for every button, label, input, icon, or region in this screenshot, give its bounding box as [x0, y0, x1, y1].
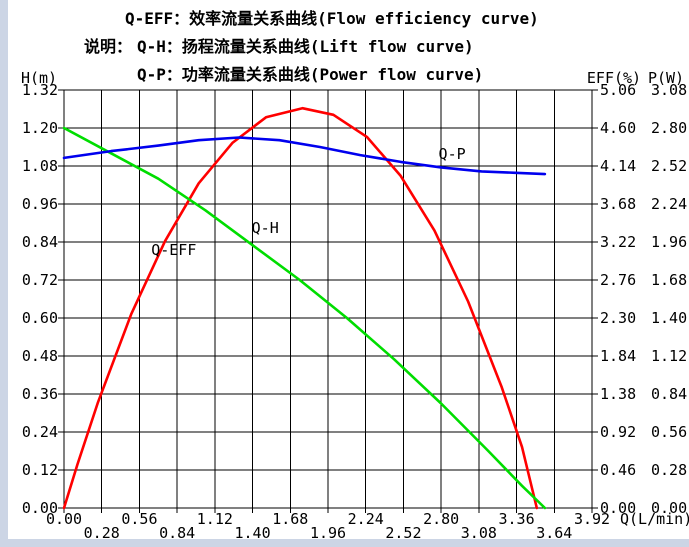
h-tick-label: 0.12: [22, 461, 58, 479]
x-tick-label: 0.28: [84, 524, 120, 542]
legend-block: 说明： Q-EFF：效率流量关系曲线(Flow efficiency curve…: [0, 0, 689, 88]
h-tick-label: 1.32: [22, 81, 58, 99]
eff-tick-label: 0.92: [600, 423, 636, 441]
p-tick-label: 3.08: [651, 81, 687, 99]
h-tick-label: 0.00: [22, 499, 58, 517]
curve-q-h: [62, 126, 547, 510]
p-tick-label: 1.40: [651, 309, 687, 327]
x-tick-label: 3.64: [536, 524, 572, 542]
h-tick-label: 0.72: [22, 271, 58, 289]
h-tick-label: 1.08: [22, 157, 58, 175]
x-axis-labels: 0.000.280.560.841.121.401.681.962.242.52…: [46, 510, 689, 542]
eff-tick-label: 0.46: [600, 461, 636, 479]
p-tick-label: 0.84: [651, 385, 687, 403]
x-tick-label: 2.24: [348, 510, 384, 528]
x-tick-label: 1.12: [197, 510, 233, 528]
curve-q-p: [62, 136, 547, 176]
p-tick-label: 2.80: [651, 119, 687, 137]
curve-label-q-h: Q-H: [252, 219, 279, 237]
y-axis-right-eff-labels: 5.06 4.60 4.14 3.68 3.22 2.76 2.30 1.84 1.38 0.92…: [587, 69, 641, 517]
plot-frame: [63, 89, 593, 509]
p-tick-label: 2.24: [651, 195, 687, 213]
x-axis-title: Q(L/min): [620, 510, 689, 528]
curve-label-q-p: Q-P: [439, 145, 466, 163]
curve-q-eff: [62, 106, 539, 510]
y-axis-right-p-title: P(W): [648, 69, 684, 87]
p-tick-label: 0.28: [651, 461, 687, 479]
x-tick-label: 2.80: [423, 510, 459, 528]
eff-tick-label: 5.06: [600, 81, 636, 99]
eff-tick-label: 3.22: [600, 233, 636, 251]
h-tick-label: 0.48: [22, 347, 58, 365]
y-axis-left-title: H(m): [21, 69, 57, 87]
h-tick-label: 1.20: [22, 119, 58, 137]
y-axis-right-p-labels: 3.08 2.80 2.52 2.24 1.96 1.68 1.40 1.12 0.84 0.56…: [648, 69, 687, 517]
x-tick-label: 1.96: [310, 524, 346, 542]
x-tick-label: 3.08: [461, 524, 497, 542]
p-tick-label: 0.56: [651, 423, 687, 441]
y-axis-right-eff-title: EFF(%): [587, 69, 641, 87]
eff-tick-label: 1.38: [600, 385, 636, 403]
h-tick-label: 0.84: [22, 233, 58, 251]
eff-tick-label: 4.14: [600, 157, 636, 175]
p-tick-label: 1.68: [651, 271, 687, 289]
eff-tick-label: 0.00: [600, 499, 636, 517]
x-tick-label: 3.92: [574, 510, 610, 528]
window-edge-bottom: [0, 539, 689, 547]
eff-tick-label: 2.76: [600, 271, 636, 289]
h-tick-label: 0.96: [22, 195, 58, 213]
p-tick-label: 1.96: [651, 233, 687, 251]
x-tick-label: 0.84: [159, 524, 195, 542]
p-tick-label: 2.52: [651, 157, 687, 175]
legend-label: 说明：: [84, 37, 133, 56]
h-tick-label: 0.60: [22, 309, 58, 327]
eff-tick-label: 2.30: [600, 309, 636, 327]
x-tick-label: 2.52: [385, 524, 421, 542]
x-tick-label: 1.40: [235, 524, 271, 542]
eff-tick-label: 4.60: [600, 119, 636, 137]
x-tick-label: 0.56: [121, 510, 157, 528]
x-tick-label: 1.68: [272, 510, 308, 528]
h-tick-label: 0.24: [22, 423, 58, 441]
window-edge-left: [0, 0, 8, 547]
eff-tick-label: 1.84: [600, 347, 636, 365]
legend-line-q-eff: Q-EFF：效率流量关系曲线(Flow efficiency curve): [125, 9, 539, 28]
p-tick-label: 1.12: [651, 347, 687, 365]
legend-line-q-p: Q-P：功率流量关系曲线(Power flow curve): [137, 65, 484, 84]
y-axis-left-labels: 1.32 1.20 1.08 0.96 0.84 0.72 0.60 0.48 0.36 0.24…: [21, 69, 58, 517]
h-tick-label: 0.36: [22, 385, 58, 403]
x-tick-label: 0.00: [46, 510, 82, 528]
eff-tick-label: 3.68: [600, 195, 636, 213]
p-tick-label: 0.00: [651, 499, 687, 517]
curve-label-q-eff: Q-EFF: [151, 241, 196, 259]
x-tick-label: 3.36: [499, 510, 535, 528]
legend-line-q-h: Q-H：扬程流量关系曲线(Lift flow curve): [137, 37, 474, 56]
